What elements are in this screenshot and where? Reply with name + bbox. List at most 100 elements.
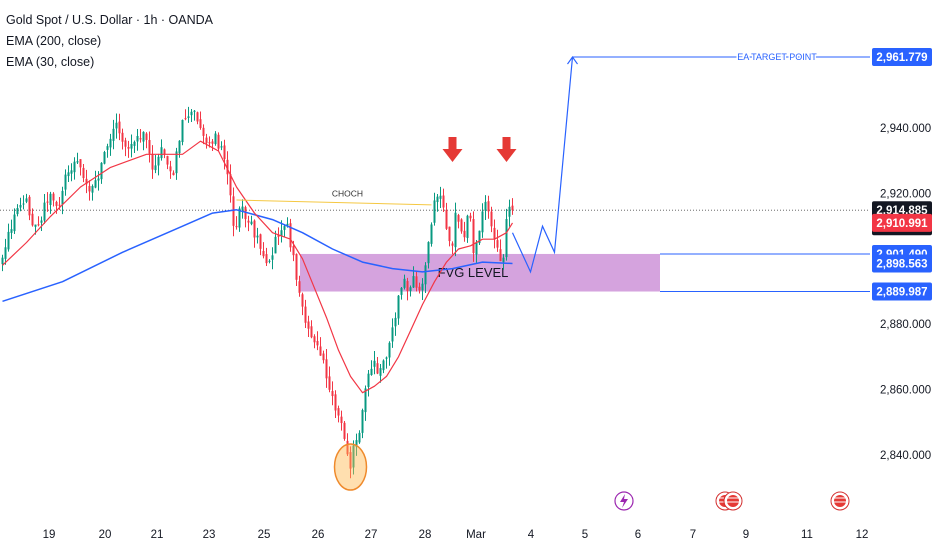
candle-body xyxy=(448,226,451,242)
candle xyxy=(412,266,415,289)
candle xyxy=(424,262,427,294)
candle-body xyxy=(61,190,64,205)
candle-body xyxy=(310,326,313,338)
time-tick: 4 xyxy=(528,529,535,541)
candle-body xyxy=(136,136,139,142)
candle-body xyxy=(46,201,49,203)
candle xyxy=(331,381,334,406)
candle xyxy=(19,197,22,212)
candle xyxy=(409,285,412,297)
candle-body xyxy=(256,235,259,238)
candle xyxy=(199,111,202,130)
candle xyxy=(181,119,184,146)
candle-body xyxy=(88,185,91,192)
candle-body xyxy=(238,208,241,228)
candle xyxy=(103,150,106,165)
candle-body xyxy=(118,121,121,134)
candle xyxy=(457,213,460,229)
candle-body xyxy=(487,201,490,212)
candle xyxy=(196,111,199,125)
candle xyxy=(151,145,154,179)
candle xyxy=(70,163,73,182)
candle xyxy=(16,204,19,217)
time-tick: 9 xyxy=(743,529,749,541)
candle-body xyxy=(382,360,385,371)
candle-body xyxy=(391,327,394,342)
fvg-label: FVG LEVEL xyxy=(438,265,509,280)
legend-ema200: EMA (200, close) xyxy=(6,34,102,48)
candle xyxy=(283,224,286,238)
candle-body xyxy=(313,336,316,343)
candle xyxy=(337,405,340,423)
ema200-price-tag-text: 2,898.563 xyxy=(876,259,927,271)
candle-body xyxy=(439,195,442,199)
candle-body xyxy=(142,131,145,142)
candle-body xyxy=(10,229,13,233)
candle xyxy=(439,186,442,209)
candle xyxy=(499,239,502,262)
candle xyxy=(358,430,361,444)
candle xyxy=(142,131,145,151)
candle xyxy=(49,191,52,214)
candle-body xyxy=(499,249,502,262)
candle-body xyxy=(415,276,418,288)
candle xyxy=(361,408,364,439)
candle-body xyxy=(271,255,274,260)
candle-body xyxy=(214,133,217,145)
candle-body xyxy=(232,196,235,226)
candle-body xyxy=(244,207,247,220)
candle xyxy=(10,219,13,239)
candle-body xyxy=(367,373,370,388)
candle-body xyxy=(463,230,466,238)
candle xyxy=(178,140,181,158)
candle xyxy=(145,132,148,149)
candle-body xyxy=(148,140,151,154)
ema-lines xyxy=(2,140,514,394)
candle xyxy=(430,222,433,247)
candle-body xyxy=(241,206,244,210)
chart-legend: Gold Spot / U.S. Dollar · 1h · OANDA EMA… xyxy=(6,10,213,73)
candle xyxy=(46,192,49,212)
candle-body xyxy=(202,127,205,136)
candle-body xyxy=(385,357,388,359)
candle-body xyxy=(400,287,403,295)
candle xyxy=(118,113,121,141)
candle-body xyxy=(358,432,361,443)
time-tick: Mar xyxy=(466,529,486,541)
time-tick: 6 xyxy=(635,529,641,541)
candle xyxy=(52,192,55,207)
event-fill xyxy=(834,495,846,507)
candle-body xyxy=(394,317,397,327)
candle-body xyxy=(196,112,199,122)
candle-body xyxy=(424,265,427,285)
candle xyxy=(79,159,82,176)
event-fill xyxy=(727,495,739,507)
candle xyxy=(154,154,157,174)
down-arrow xyxy=(496,137,517,162)
candle xyxy=(214,131,217,146)
legend-symbol: Gold Spot / U.S. Dollar · 1h · OANDA xyxy=(6,13,214,27)
candle xyxy=(115,113,118,139)
candle xyxy=(220,141,223,151)
candle-body xyxy=(388,342,391,358)
candle xyxy=(124,137,127,157)
candle-body xyxy=(43,202,46,221)
candle-body xyxy=(403,278,406,288)
candle xyxy=(313,334,316,349)
candle-body xyxy=(409,287,412,292)
candle xyxy=(463,221,466,242)
candle-body xyxy=(31,213,34,226)
candle xyxy=(496,229,499,252)
candle xyxy=(187,106,190,123)
candle xyxy=(193,110,196,121)
candle xyxy=(157,153,160,176)
candle xyxy=(406,277,409,301)
candle xyxy=(133,140,136,154)
us-flag-icon xyxy=(830,491,850,511)
candle-body xyxy=(160,147,163,159)
candle xyxy=(448,226,451,247)
candle-body xyxy=(496,240,499,248)
candle-body xyxy=(364,388,367,413)
candle xyxy=(301,292,304,316)
